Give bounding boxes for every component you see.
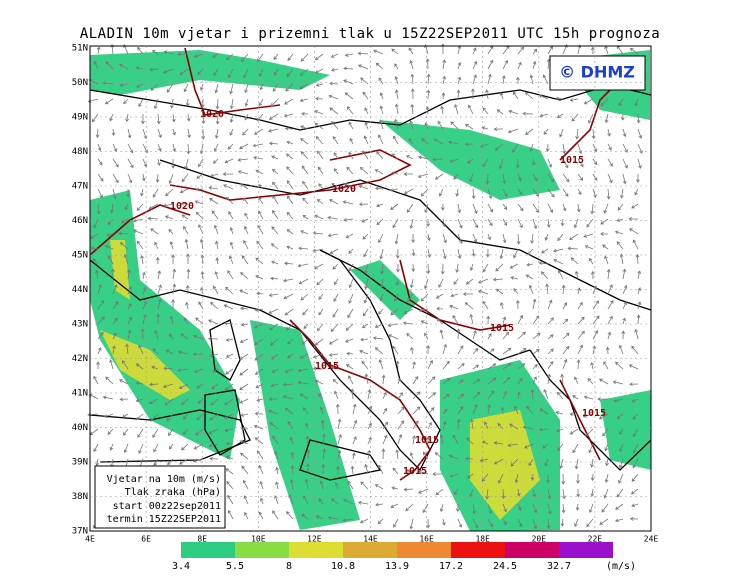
lat-label: 47N [72,182,88,192]
lon-label: 4E [85,535,95,544]
lon-label: 20E [532,535,547,544]
info-line: start 00z22sep2011 [113,501,221,512]
lat-label: 45N [72,251,88,261]
lat-label: 38N [72,492,88,502]
lon-label: 8E [197,535,207,544]
logo: © DHMZ [559,63,635,82]
lat-label: 43N [72,320,88,330]
legend-label: 5.5 [226,561,244,572]
wind-field [87,43,643,530]
legend-swatch [559,542,613,558]
legend-swatch [181,542,235,558]
info-box [94,465,226,529]
isobars [89,47,621,481]
legend-swatch [505,542,559,558]
lat-label: 48N [72,147,88,157]
isobar-label: 1015 [560,155,584,166]
lat-label: 46N [72,216,88,226]
legend-swatch [451,542,505,558]
isobar-label: 1015 [403,466,427,477]
lat-label: 51N [72,44,88,54]
isobar-label: 1020 [170,201,194,212]
lat-label: 49N [72,113,88,123]
legend-label: 24.5 [493,561,517,572]
isobar-label: 1015 [490,323,514,334]
isobar-label: 1015 [582,408,606,419]
lat-label: 41N [72,389,88,399]
legend-label: 10.8 [331,561,355,572]
lon-label: 6E [141,535,151,544]
map-title: ALADIN 10m vjetar i prizemni tlak u 15Z2… [80,26,660,42]
legend-swatch [343,542,397,558]
info-line: Tlak zraka (hPa) [125,487,221,498]
info-line: Vjetar na 10m (m/s) [107,474,221,485]
isobar-label: 1020 [332,184,356,195]
legend-unit: (m/s) [606,561,636,572]
lat-label: 44N [72,285,88,295]
lat-label: 40N [72,423,88,433]
lon-label: 22E [588,535,603,544]
legend-label: 17.2 [439,561,463,572]
lon-label: 12E [307,535,322,544]
info-line: termin 15Z22SEP2011 [107,514,221,525]
lat-label: 42N [72,354,88,364]
legend-label: 3.4 [172,561,190,572]
isobar-label: 1015 [315,361,339,372]
legend-swatch [397,542,451,558]
legend-swatch [235,542,289,558]
isobar-label: 1020 [200,109,224,120]
lon-label: 10E [251,535,266,544]
lon-label: 14E [363,535,378,544]
legend-swatch [289,542,343,558]
lat-label: 37N [72,527,88,537]
legend-label: 32.7 [547,561,571,572]
lon-label: 24E [644,535,659,544]
lat-label: 50N [72,78,88,88]
lon-label: 18E [475,535,490,544]
lat-label: 39N [72,458,88,468]
lon-label: 16E [419,535,434,544]
isobar-label: 1015 [415,435,439,446]
legend-label: 8 [286,561,292,572]
logo-box [549,55,646,91]
legend-label: 13.9 [385,561,409,572]
